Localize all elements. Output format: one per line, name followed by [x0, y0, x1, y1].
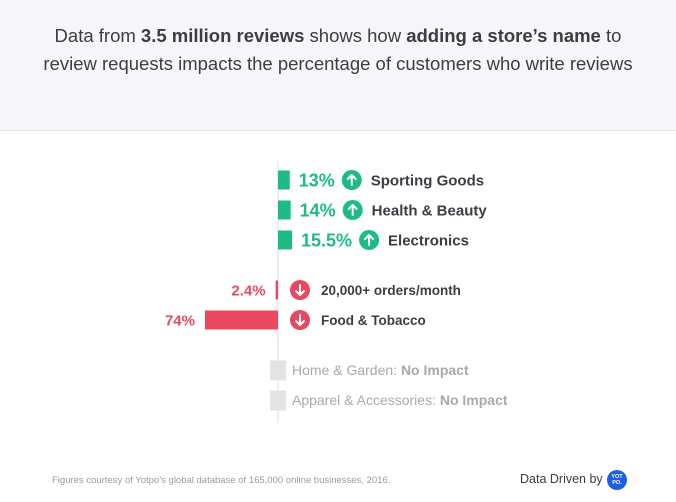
header-panel: Data from 3.5 million reviews shows how …: [0, 0, 676, 131]
headline-part-2: shows how: [304, 25, 407, 46]
value-label-food-tobacco: 74%: [165, 313, 195, 330]
arrow-down-glyph: [295, 314, 305, 326]
chart-svg: 13% Sporting Goods 14% Health & Beauty 15.5%…: [165, 161, 508, 423]
yotpo-logo[interactable]: YOT PO.: [607, 470, 627, 490]
headline-bold-1: 3.5 million reviews: [140, 25, 305, 46]
diverging-bar-chart: 13% Sporting Goods 14% Health & Beauty 15.5%…: [0, 131, 676, 441]
neutral-impact-text: No Impact: [401, 362, 469, 378]
bar-food-tobacco: [205, 310, 278, 330]
headline: Data from 3.5 million reviews shows how …: [40, 22, 636, 78]
arrow-up-glyph: [347, 204, 358, 216]
category-label-home-garden: Home & Garden: No Impact: [292, 362, 469, 378]
headline-bold-2: adding a store’s name: [406, 25, 601, 46]
value-label-health-beauty: 14%: [300, 201, 336, 221]
neutral-marker-home-garden: [270, 360, 286, 381]
bar-electronics: [278, 230, 292, 250]
value-label-sporting-goods: 13%: [299, 171, 335, 191]
value-label-electronics: 15.5%: [301, 231, 352, 251]
arrow-down-glyph: [295, 284, 305, 296]
category-label-sporting-goods: Sporting Goods: [371, 173, 484, 190]
arrow-up-glyph: [364, 234, 375, 246]
bar-health-beauty: [278, 200, 291, 220]
footer-note: Figures courtesy of Yotpo’s global datab…: [52, 475, 391, 486]
headline-part-3: to review requests impacts the percentag…: [43, 25, 633, 74]
category-label-food-tobacco: Food & Tobacco: [321, 313, 426, 328]
value-label-20-000-orders-month: 2.4%: [231, 283, 265, 300]
neutral-category-text: Home & Garden:: [292, 362, 401, 378]
logo-text-top: YOT: [611, 474, 623, 480]
category-label-20-000-orders-month: 20,000+ orders/month: [321, 283, 461, 298]
bar-sporting-goods: [278, 170, 290, 190]
logo-text-bottom: PO.: [612, 480, 622, 486]
category-label-electronics: Electronics: [388, 233, 469, 250]
neutral-impact-text: No Impact: [440, 392, 508, 408]
neutral-marker-apparel-accessories: [270, 390, 286, 411]
category-label-health-beauty: Health & Beauty: [372, 203, 488, 220]
bar-20-000-orders-month: [275, 280, 278, 300]
headline-part-1: Data from: [54, 25, 141, 46]
arrow-up-glyph: [346, 174, 357, 186]
brand-label: Data Driven by: [520, 472, 603, 486]
category-label-apparel-accessories: Apparel & Accessories: No Impact: [292, 392, 508, 408]
neutral-category-text: Apparel & Accessories:: [292, 392, 440, 408]
